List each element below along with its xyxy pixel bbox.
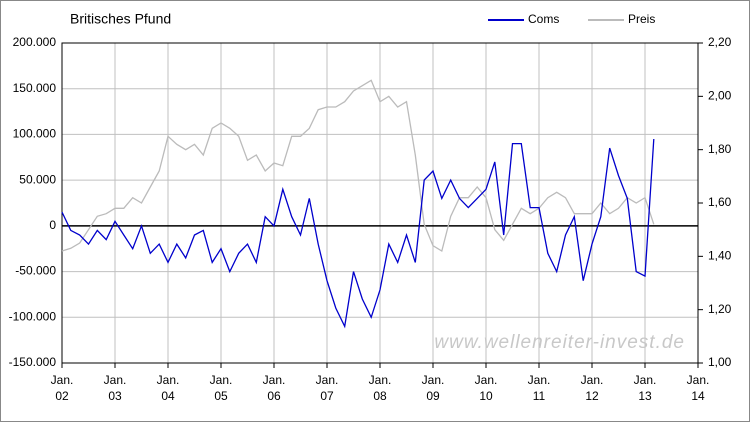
y-tick-label: -100.000 [9,309,57,323]
x-tick-label-line: 12 [585,389,599,403]
y2-tick-label: 1,20 [708,302,732,316]
y-tick-label: 100.000 [13,127,57,141]
x-tick-label-line: 08 [373,389,387,403]
x-tick-label-line: 03 [108,389,122,403]
x-tick-label-line: 11 [533,389,546,403]
y2-tick-label: 2,20 [708,35,732,49]
x-tick-label-line: Jan. [422,373,445,387]
x-tick-label: Jan. 03 [104,373,127,403]
x-tick-label-line: Jan. [475,373,498,387]
y2-tick-label: 1,00 [708,355,732,369]
x-tick-label-line: 07 [320,389,334,403]
x-tick-label-line: Jan. [157,373,180,387]
watermark: www.wellenreiter-invest.de [434,332,685,353]
y-tick-label: -150.000 [9,355,57,369]
x-tick-label-line: Jan. [581,373,604,387]
y-tick-label: 0 [49,218,56,232]
y2-tick-label: 1,80 [708,142,732,156]
x-tick-label: Jan. 06 [263,373,286,403]
x-tick-label-line: Jan. [104,373,127,387]
y2-tick-label: 2,00 [708,89,732,103]
series-line [61,79,655,253]
x-tick-label-line: 09 [426,389,440,403]
x-tick-label-line: Jan. [316,373,339,387]
y-tick-label: -50.000 [15,264,56,278]
x-tick-label-line: 13 [638,389,652,403]
x-tick-label: Jan. 04 [157,373,180,403]
x-tick-label-line: Jan. [263,373,286,387]
series-line [61,138,655,329]
x-tick-label: Jan. 07 [316,373,339,403]
x-tick-label: Jan. 02 [51,373,74,403]
x-tick-label-line: Jan. [210,373,233,387]
legend-label: Preis [628,12,655,26]
legend-label: Coms [528,12,559,26]
y-tick-label: 50.000 [19,172,56,186]
x-tick-label-line: Jan. [634,373,657,387]
x-tick-label-line: 05 [214,389,228,403]
x-tick-label: Jan. 08 [369,373,392,403]
y2-tick-label: 1,60 [708,195,732,209]
x-tick-label: Jan. 09 [422,373,445,403]
x-tick-label-line: 04 [161,389,175,403]
x-tick-label-line: 14 [691,389,705,403]
x-tick-label-line: Jan. [528,373,551,387]
x-tick-label: Jan. 11 [528,373,551,403]
x-tick-label: Jan. 14 [687,373,710,403]
y-tick-label: 200.000 [13,35,57,49]
x-tick-label-line: Jan. [369,373,392,387]
x-tick-label-line: 02 [55,389,69,403]
y-tick-label: 150.000 [13,81,57,95]
chart-title: Britisches Pfund [70,11,171,27]
x-tick-label: Jan. 10 [475,373,498,403]
x-tick-label-line: 10 [479,389,493,403]
x-tick-label: Jan. 05 [210,373,233,403]
plot-border [61,42,699,364]
x-tick-label: Jan. 13 [634,373,657,403]
x-tick-label-line: Jan. [687,373,710,387]
x-tick-label: Jan. 12 [581,373,604,403]
y2-tick-label: 1,40 [708,249,732,263]
x-tick-label-line: 06 [267,389,281,403]
x-tick-label-line: Jan. [51,373,74,387]
